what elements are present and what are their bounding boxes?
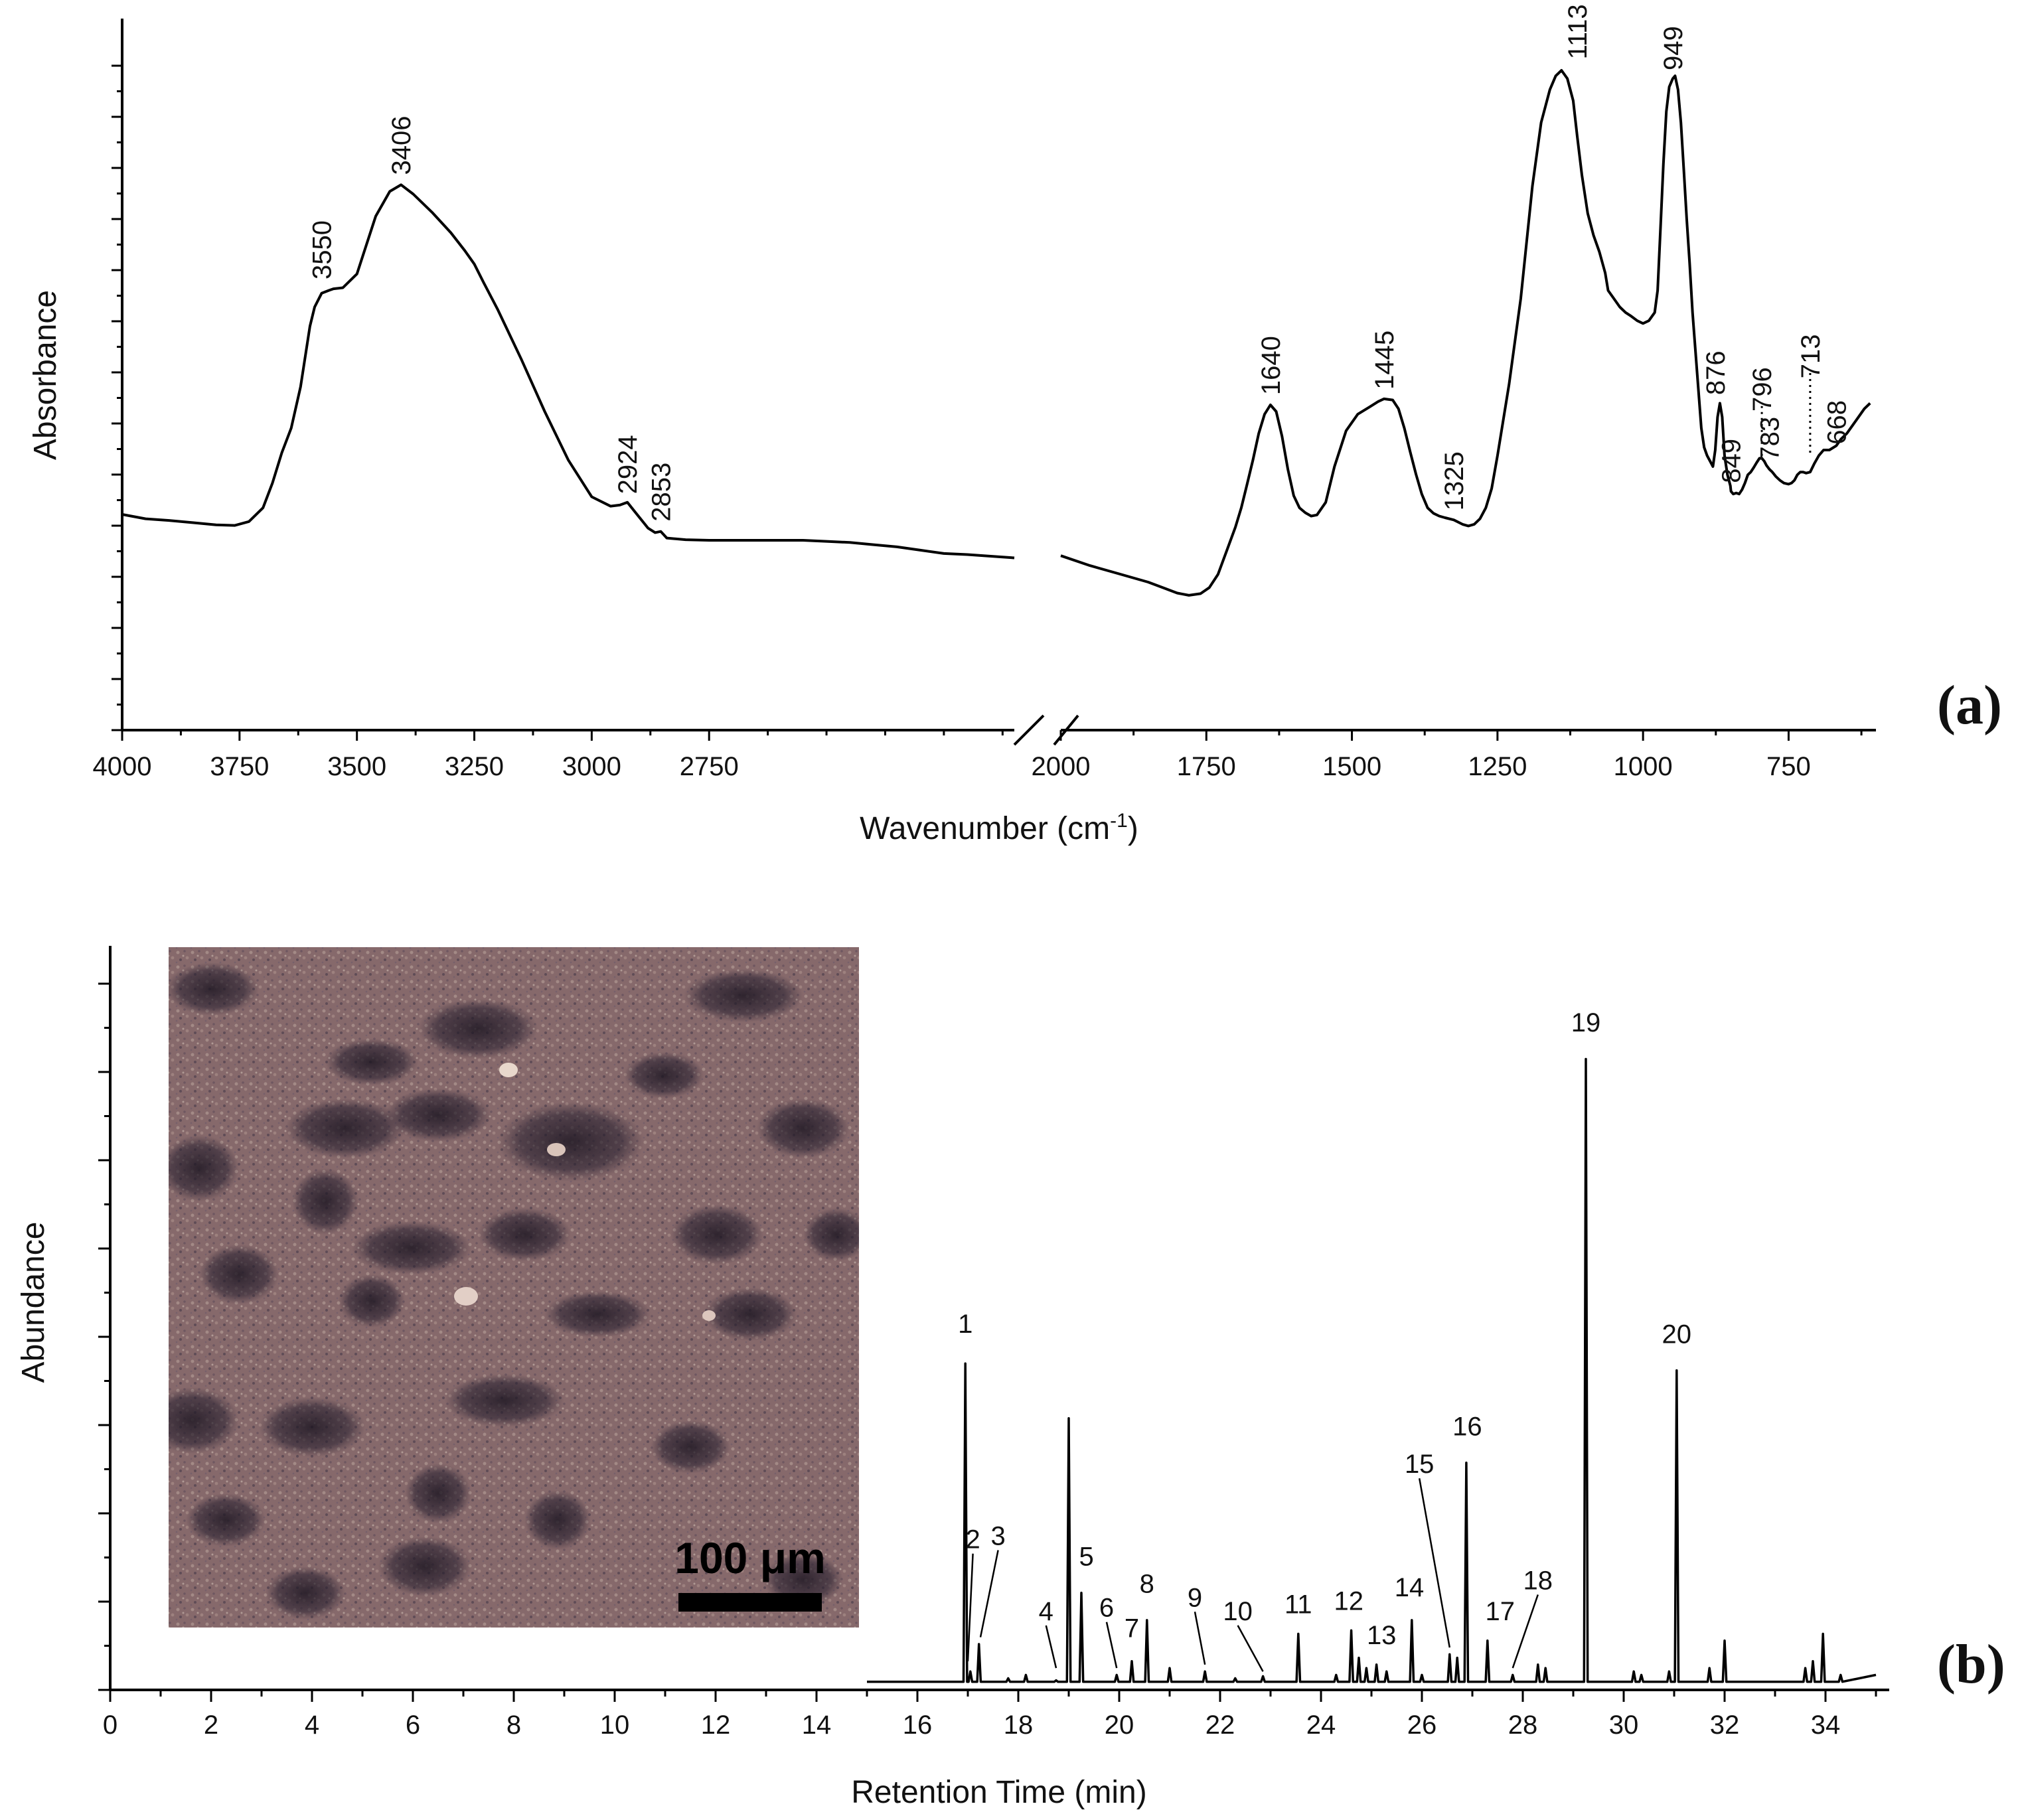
- x-tick-label-b: 0: [103, 1710, 117, 1740]
- axis-break-mark-2: [1053, 714, 1079, 746]
- peak-leader-lines: [967, 1478, 1539, 1672]
- peak-label-b: 14: [1395, 1573, 1425, 1602]
- peak-labels-a: 3550 3406 2924 2853 1640 1445 1325 1113 949 876 84…: [308, 4, 1852, 521]
- y-ticks-b: [98, 982, 110, 1691]
- peak-label-b: 12: [1334, 1586, 1364, 1616]
- x-axis-label-a: Wavenumber (cm-1): [860, 810, 1138, 846]
- peak-label-a: 2924: [613, 435, 643, 494]
- peak-label-b: 5: [1079, 1542, 1093, 1571]
- peak-label-a: 713: [1796, 334, 1826, 378]
- peak-leader-line: [1237, 1625, 1264, 1672]
- peak-label-b: 20: [1662, 1320, 1692, 1349]
- peak-label-b: 11: [1284, 1590, 1312, 1620]
- x-tick-label-b: 28: [1508, 1710, 1538, 1740]
- x-tick-labels-a: 4000 3750 3500 3250 3000 2750 2000 1750 1500 1250…: [93, 752, 1811, 781]
- inset-micrograph: 100 μm: [169, 947, 859, 1628]
- peak-label-b: 8: [1140, 1570, 1154, 1599]
- x-axis-label-b: Retention Time (min): [851, 1775, 1146, 1810]
- x-tick-label-a: 3500: [327, 752, 386, 781]
- peak-label-b: 15: [1405, 1450, 1435, 1479]
- x-tick-labels-b: 0 2 4 6 8 10 12 14 16 18 20 22 24 26 28 30 32 34: [103, 1710, 1840, 1740]
- peak-leader-line: [1045, 1625, 1057, 1669]
- peak-label-b: 9: [1188, 1583, 1202, 1612]
- peak-label-b: 2: [965, 1525, 980, 1555]
- x-tick-label-a: 750: [1766, 752, 1811, 781]
- peak-label-a: 1640: [1257, 336, 1286, 395]
- x-tick-label-b: 32: [1710, 1710, 1740, 1740]
- axis-break-mark-1: [1013, 714, 1045, 746]
- peak-leader-line: [979, 1550, 999, 1637]
- peak-label-a: 3550: [308, 220, 337, 279]
- x-tick-label-a: 1500: [1322, 752, 1381, 781]
- peak-label-b: 6: [1099, 1594, 1114, 1623]
- x-tick-label-b: 22: [1205, 1710, 1235, 1740]
- ftir-spectrum-panel: 4000 3750 3500 3250 3000 2750 2000 1750 1500 1250…: [28, 4, 2002, 846]
- dotted-markers: [1760, 372, 1812, 459]
- x-tick-label-a: 3750: [210, 752, 269, 781]
- peak-leader-line: [1105, 1622, 1118, 1669]
- peak-label-a: 949: [1659, 26, 1688, 70]
- peak-label-a: 1113: [1563, 4, 1593, 59]
- x-tick-label-a: 1250: [1468, 752, 1527, 781]
- peak-label-a: 796: [1748, 367, 1777, 412]
- x-tick-label-b: 20: [1105, 1710, 1134, 1740]
- x-tick-label-b: 2: [204, 1710, 218, 1740]
- chromatogram-panel: 0 2 4 6 8 10 12 14 16 18 20 22 24 26 28 30 32 34 12 345678…: [16, 946, 2005, 1810]
- x-tick-label-a: 3250: [445, 752, 504, 781]
- y-axis-label-b: Abundance: [16, 1222, 51, 1383]
- peak-leader-line: [967, 1553, 974, 1661]
- y-ticks-a: [112, 64, 122, 731]
- x-tick-label-b: 8: [506, 1710, 521, 1740]
- peak-label-b: 19: [1571, 1008, 1601, 1037]
- peak-label-b: 3: [990, 1521, 1005, 1551]
- x-tick-label-a: 3000: [562, 752, 621, 781]
- absorbance-curve: [121, 69, 1871, 597]
- y-axis-label-a: Absorbance: [28, 290, 63, 460]
- peak-leader-line: [1194, 1612, 1206, 1665]
- peak-leader-line: [1418, 1478, 1451, 1648]
- scale-bar: [678, 1593, 822, 1612]
- peak-label-a: 783: [1755, 417, 1784, 461]
- peak-label-b: 7: [1125, 1614, 1139, 1643]
- x-tick-label-b: 26: [1407, 1710, 1437, 1740]
- peak-label-b: 16: [1452, 1412, 1482, 1442]
- panel-label-b: (b): [1937, 1633, 2005, 1695]
- chromatogram-trace: [867, 1057, 1877, 1683]
- x-tick-label-b: 24: [1306, 1710, 1336, 1740]
- peak-label-b: 10: [1223, 1597, 1253, 1626]
- peak-label-a: 849: [1717, 439, 1747, 483]
- x-tick-label-a: 4000: [93, 752, 152, 781]
- x-tick-label-b: 34: [1811, 1710, 1841, 1740]
- x-tick-label-b: 12: [701, 1710, 731, 1740]
- x-tick-label-a: 2000: [1032, 752, 1091, 781]
- x-tick-label-b: 10: [600, 1710, 630, 1740]
- peak-label-b: 18: [1523, 1566, 1553, 1596]
- panel-label-a: (a): [1937, 674, 2002, 736]
- x-tick-label-a: 1000: [1614, 752, 1673, 781]
- peak-label-a: 1445: [1370, 331, 1399, 390]
- x-ticks-b: [109, 1690, 1877, 1702]
- peak-label-b: 1: [958, 1310, 972, 1339]
- peak-label-a: 2853: [647, 463, 676, 522]
- x-tick-label-a: 1750: [1177, 752, 1236, 781]
- peak-label-a: 876: [1701, 350, 1731, 395]
- peak-label-b: 4: [1039, 1597, 1053, 1626]
- x-ticks-a: [121, 730, 1863, 741]
- x-tick-label-b: 30: [1609, 1710, 1639, 1740]
- x-tick-label-b: 4: [305, 1710, 319, 1740]
- peak-label-a: 3406: [387, 116, 416, 175]
- peak-label-b: 17: [1486, 1597, 1515, 1626]
- x-tick-label-a: 2750: [680, 752, 739, 781]
- x-tick-label-b: 6: [406, 1710, 420, 1740]
- scale-bar-label: 100 μm: [674, 1533, 826, 1582]
- x-tick-label-b: 14: [802, 1710, 832, 1740]
- peak-label-a: 1325: [1440, 451, 1469, 510]
- peak-label-b: 13: [1367, 1621, 1397, 1650]
- x-tick-label-b: 16: [903, 1710, 933, 1740]
- peak-label-a: 668: [1822, 400, 1851, 445]
- peak-leader-line: [1512, 1594, 1539, 1669]
- x-tick-label-b: 18: [1004, 1710, 1034, 1740]
